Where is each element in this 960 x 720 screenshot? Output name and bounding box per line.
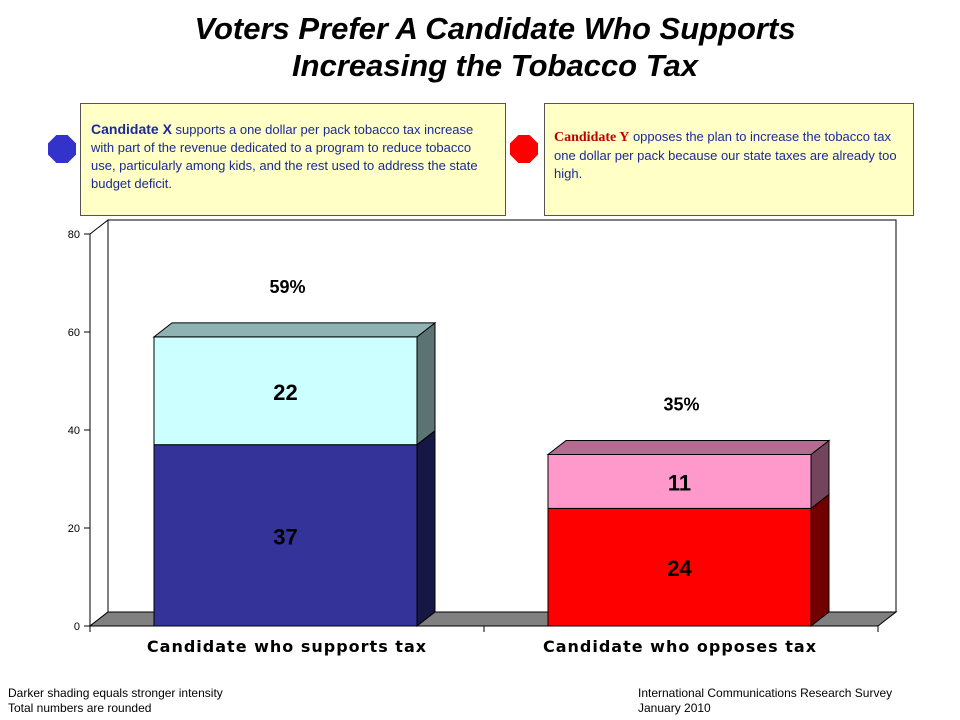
title-line-1: Voters Prefer A Candidate Who Supports <box>194 11 796 46</box>
bar-segment <box>153 336 418 446</box>
y-tick-label: 20 <box>68 523 80 535</box>
candidate-x-description: Candidate X supports a one dollar per pa… <box>91 120 497 193</box>
bar-top <box>152 322 437 338</box>
bar-segment <box>153 444 418 627</box>
footer-note-rounding: Total numbers are rounded <box>8 701 152 715</box>
x-category-label: Candidate who opposes tax <box>543 637 817 656</box>
y-tick-label: 40 <box>68 425 80 437</box>
candidate-x-box: Candidate X supports a one dollar per pa… <box>80 103 506 216</box>
footer-source-date: January 2010 <box>638 701 711 715</box>
bar-total-label: 35% <box>663 395 699 415</box>
footer-notes: Darker shading equals stronger intensity… <box>8 686 223 716</box>
bar-side <box>416 321 436 446</box>
bar-side <box>416 429 436 628</box>
bar-value-label: 24 <box>667 556 692 581</box>
blue-octagon-icon <box>48 135 76 163</box>
footer-source-name: International Communications Research Su… <box>638 686 893 700</box>
candidate-x-text: supports a one dollar per pack tobacco t… <box>91 122 478 191</box>
y-tick-label: 60 <box>68 327 80 339</box>
bar-value-label: 22 <box>273 380 297 405</box>
y-tick-label: 80 <box>68 229 80 241</box>
bar-value-label: 37 <box>273 524 297 549</box>
candidate-x-name: Candidate X <box>91 121 172 137</box>
bar-top <box>546 440 831 455</box>
chart-title: Voters Prefer A Candidate Who Supports I… <box>0 10 960 84</box>
red-stop-octagon-icon <box>510 135 538 163</box>
chart-left-wall <box>89 218 109 628</box>
candidate-y-description: Candidate Y opposes the plan to increase… <box>554 128 905 183</box>
footer-source: International Communications Research Su… <box>638 686 892 716</box>
bar-side <box>810 493 830 628</box>
footer-note-intensity: Darker shading equals stronger intensity <box>8 686 223 700</box>
x-category-label: Candidate who supports tax <box>147 637 427 656</box>
candidate-y-name: Candidate Y <box>554 130 630 145</box>
bar-segment <box>547 454 812 509</box>
bar-segment <box>547 507 812 627</box>
candidate-y-box: Candidate Y opposes the plan to increase… <box>544 103 914 216</box>
bar-total-label: 59% <box>269 277 305 297</box>
candidate-y-text: opposes the plan to increase the tobacco… <box>554 129 897 181</box>
title-line-2: Increasing the Tobacco Tax <box>292 48 698 83</box>
bar-value-label: 11 <box>668 470 691 495</box>
y-tick-label: 0 <box>74 621 80 633</box>
